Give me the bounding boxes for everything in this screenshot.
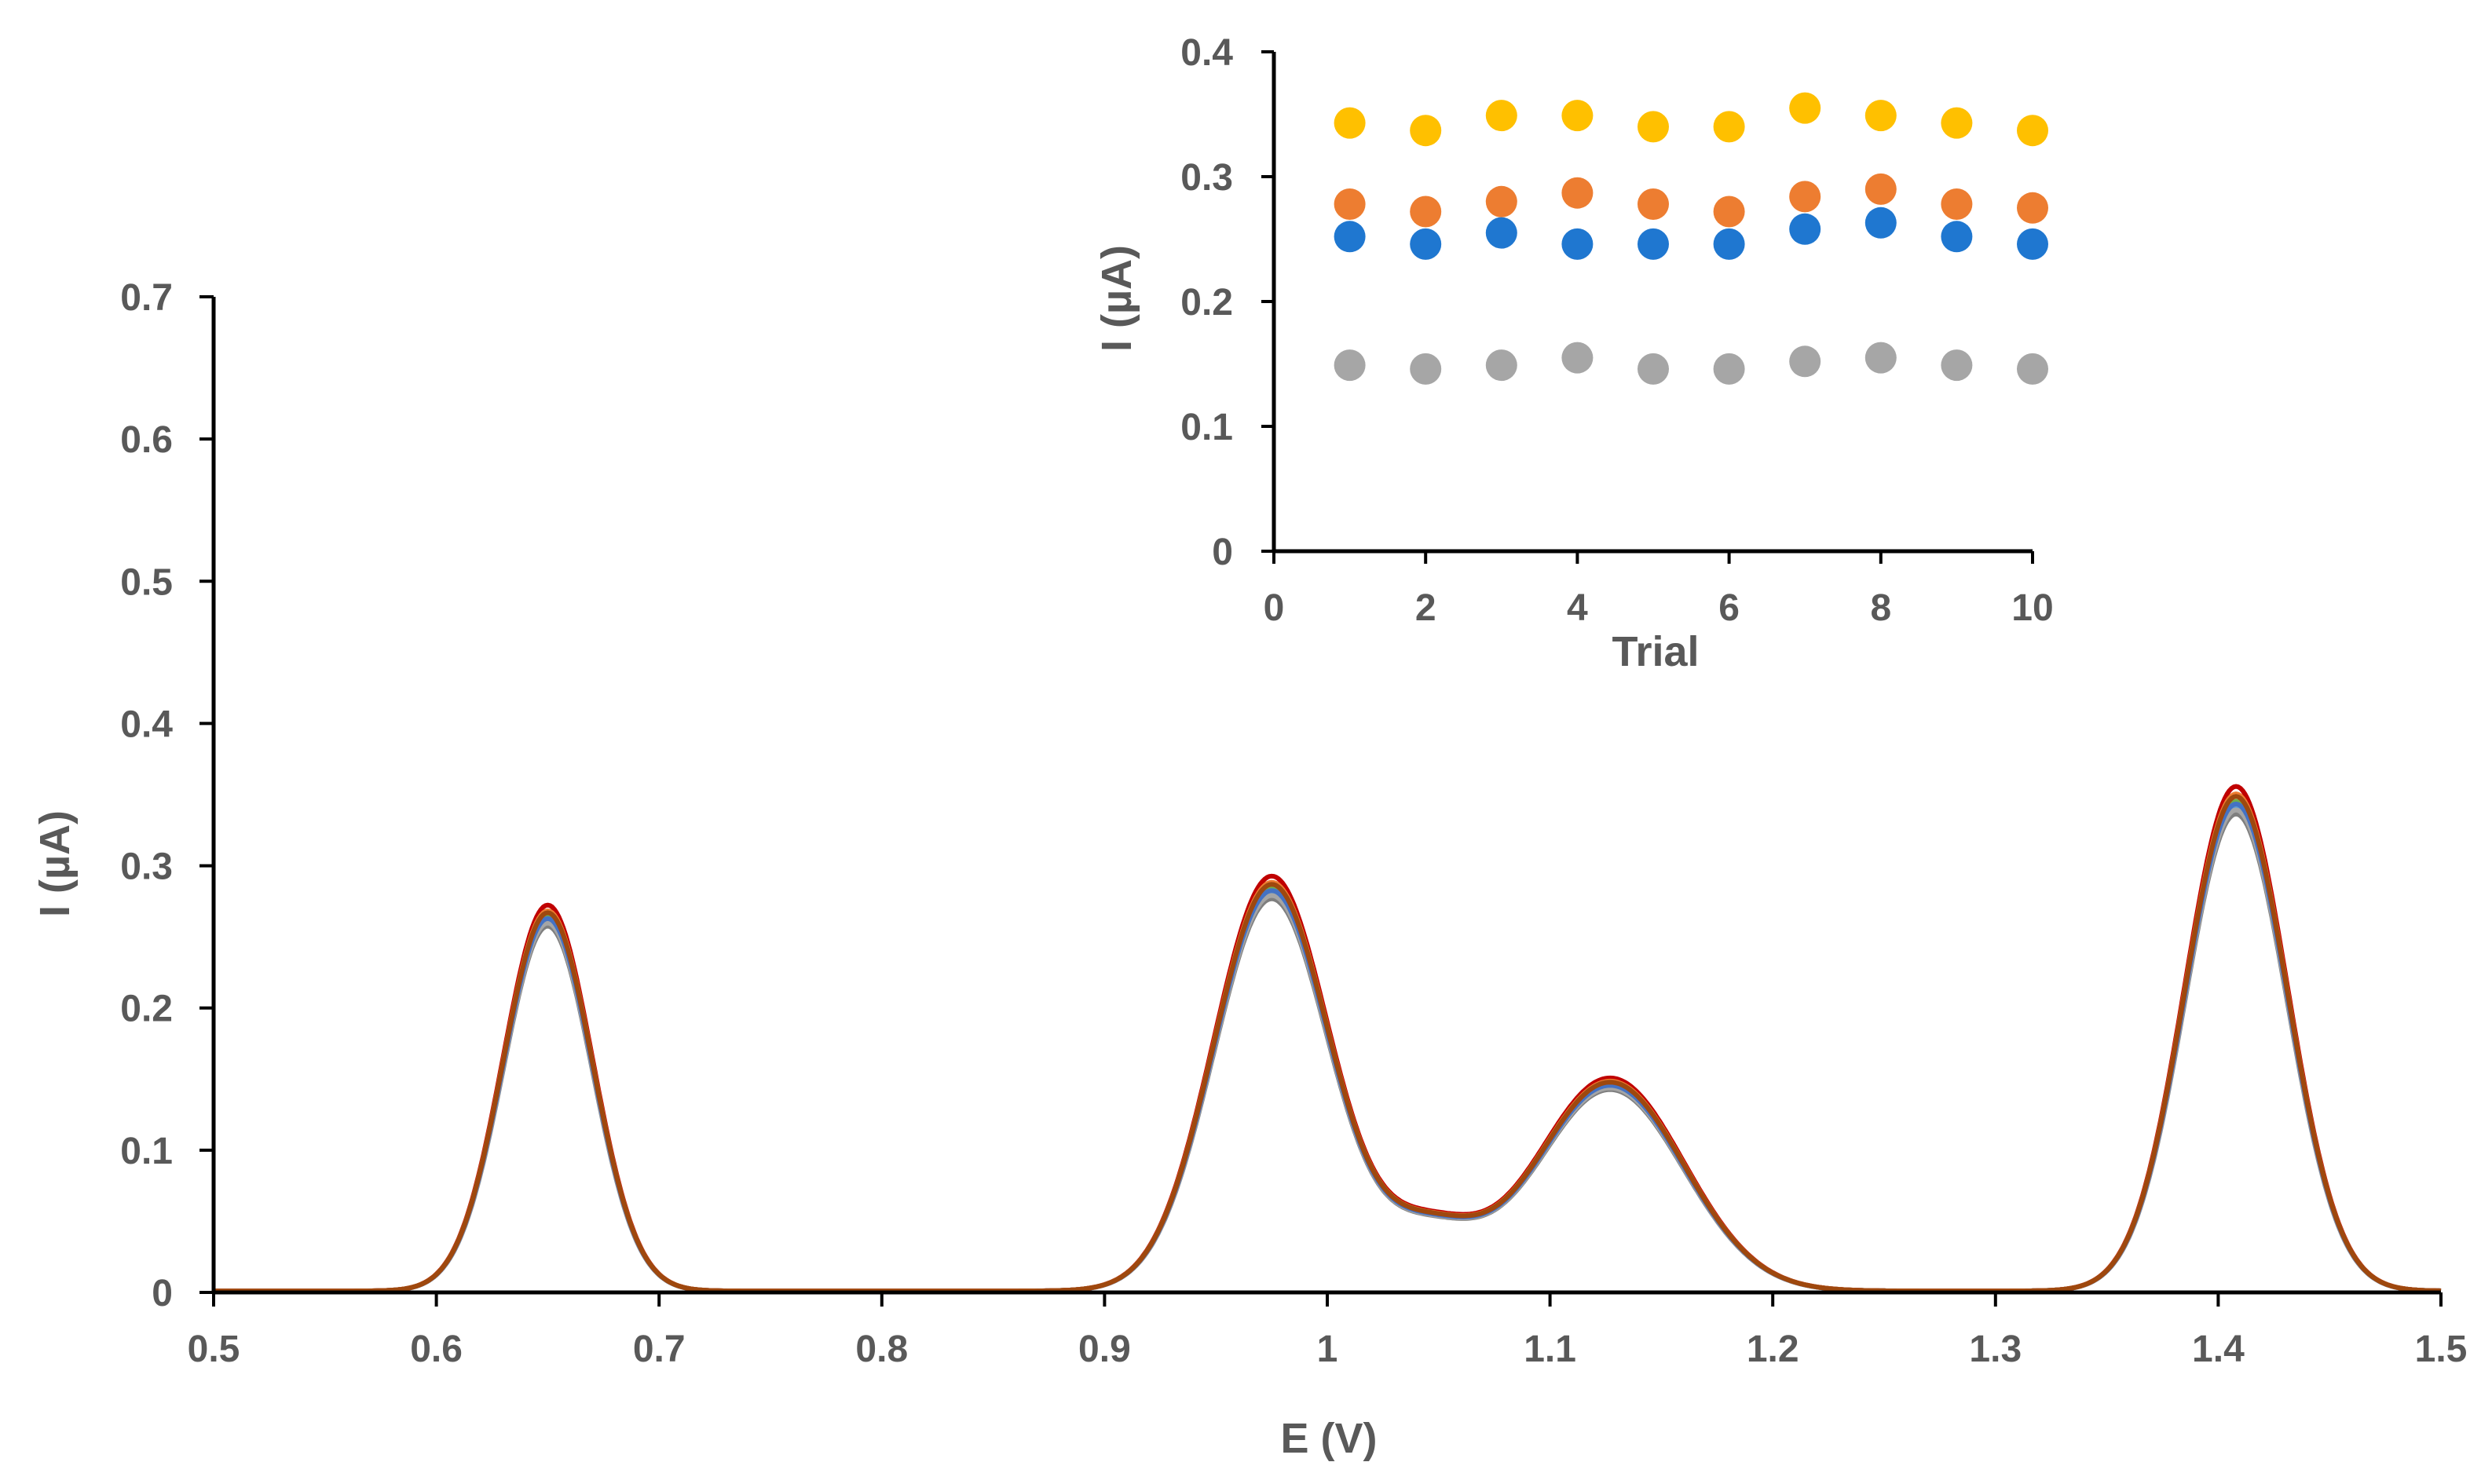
inset-point-yellow-series [1864, 100, 1897, 132]
inset-point-blue-series [1713, 228, 1745, 260]
inset-point-blue-series [1864, 207, 1897, 239]
inset-point-blue-series [1410, 228, 1442, 260]
inset-point-blue-series [2017, 228, 2048, 260]
inset-point-yellow-series [1941, 107, 1973, 139]
inset-point-gray-series [1334, 349, 1366, 382]
main-x-tick-label: 0.5 [188, 1329, 240, 1370]
main-x-tick-label: 1.3 [1969, 1329, 2022, 1370]
inset-x-tick-label: 2 [1415, 587, 1436, 629]
main-x-tick-label: 1.5 [2415, 1329, 2468, 1370]
inset-point-orange-series [1638, 188, 1669, 220]
inset-point-yellow-series [1334, 107, 1366, 139]
voltammogram-trace-5 [213, 801, 2442, 1294]
inset-point-orange-series [1864, 173, 1897, 205]
inset-point-orange-series [1713, 196, 1745, 228]
inset-point-gray-series [1638, 353, 1669, 385]
main-y-tick-label: 0.4 [120, 704, 173, 745]
main-curves [213, 784, 2442, 1294]
inset-x-tick-label: 6 [1718, 587, 1740, 629]
inset-y-axis-title: I (µA) [1093, 245, 1140, 352]
inset-point-yellow-series [1713, 111, 1745, 143]
main-x-axis-title: E (V) [1280, 1415, 1377, 1462]
inset-point-orange-series [1561, 177, 1594, 209]
voltammogram-trace-1 [213, 804, 2442, 1294]
main-y-tick-label: 0.2 [120, 989, 173, 1030]
inset-point-yellow-series [1410, 115, 1442, 147]
inset-point-blue-series [1941, 221, 1973, 253]
voltammogram-trace-3 [213, 811, 2442, 1294]
inset-point-gray-series [1713, 353, 1745, 385]
inset-x-tick-label: 10 [2011, 587, 2053, 629]
inset-point-gray-series [1941, 349, 1973, 382]
inset-y-tick-label: 0.1 [1180, 407, 1233, 448]
voltammogram-trace-8 [213, 794, 2442, 1294]
inset-y-tick-label: 0.2 [1180, 282, 1233, 323]
inset-point-blue-series [1334, 221, 1366, 253]
main-x-tick-label: 1.2 [1747, 1329, 1799, 1370]
inset-axes: 0 2 4 6 8 10 0 0.1 0.2 0.3 0.4 [1180, 32, 2053, 629]
main-x-tick-label: 0.9 [1078, 1329, 1131, 1370]
main-y-tick-label: 0.6 [120, 419, 173, 461]
inset-scatter-chart: 0 2 4 6 8 10 0 0.1 0.2 0.3 0.4 Trial I (µA) [1093, 32, 2054, 675]
inset-point-orange-series [1410, 196, 1442, 228]
main-voltammogram-chart: 0.5 0.6 0.7 0.8 0.9 1 1.1 1.2 1.3 1.4 1.5 0 0.1 0.2 0.… [31, 277, 2467, 1462]
inset-point-blue-series [1789, 213, 1821, 245]
main-y-tick-label: 0.3 [120, 846, 173, 888]
main-x-tick-label: 1.4 [2192, 1329, 2245, 1370]
inset-point-gray-series [1485, 349, 1517, 382]
main-x-tick-label: 1.1 [1524, 1329, 1576, 1370]
inset-y-tick-label: 0 [1212, 532, 1233, 573]
main-y-axis-title: I (µA) [31, 810, 79, 917]
inset-y-tick-label: 0.3 [1180, 157, 1233, 199]
inset-point-gray-series [1789, 345, 1821, 378]
main-y-tick-label: 0 [152, 1273, 173, 1314]
inset-point-yellow-series [1789, 92, 1821, 124]
inset-point-orange-series [1941, 188, 1973, 220]
inset-point-gray-series [1410, 353, 1442, 385]
inset-point-gray-series [1864, 342, 1897, 374]
inset-point-orange-series [2017, 192, 2048, 224]
inset-point-orange-series [1485, 185, 1517, 217]
inset-point-gray-series [2017, 353, 2048, 385]
inset-x-axis-title: Trial [1612, 628, 1699, 675]
main-axes: 0.5 0.6 0.7 0.8 0.9 1 1.1 1.2 1.3 1.4 1.5 0 0.1 0.2 0.… [120, 277, 2467, 1370]
inset-points [1334, 92, 2048, 385]
inset-point-blue-series [1561, 228, 1594, 260]
main-y-tick-label: 0.5 [120, 561, 173, 603]
inset-point-orange-series [1334, 188, 1366, 220]
main-x-tick-label: 0.7 [633, 1329, 686, 1370]
main-x-tick-label: 0.8 [855, 1329, 908, 1370]
voltammogram-trace-4 [213, 807, 2442, 1294]
inset-point-gray-series [1561, 342, 1594, 374]
inset-point-yellow-series [1561, 100, 1594, 132]
inset-y-tick-label: 0.4 [1180, 32, 1233, 74]
main-y-tick-label: 0.1 [120, 1131, 173, 1172]
inset-x-tick-label: 8 [1870, 587, 1891, 629]
main-x-tick-label: 0.6 [410, 1329, 463, 1370]
main-x-tick-label: 1 [1317, 1329, 1338, 1370]
inset-point-orange-series [1789, 181, 1821, 213]
inset-point-yellow-series [1485, 100, 1517, 132]
inset-point-blue-series [1638, 228, 1669, 260]
inset-point-yellow-series [2017, 115, 2048, 147]
inset-x-tick-label: 0 [1264, 587, 1285, 629]
inset-point-yellow-series [1638, 111, 1669, 143]
inset-point-blue-series [1485, 217, 1517, 249]
main-y-tick-label: 0.7 [120, 277, 173, 319]
inset-x-tick-label: 4 [1567, 587, 1588, 629]
